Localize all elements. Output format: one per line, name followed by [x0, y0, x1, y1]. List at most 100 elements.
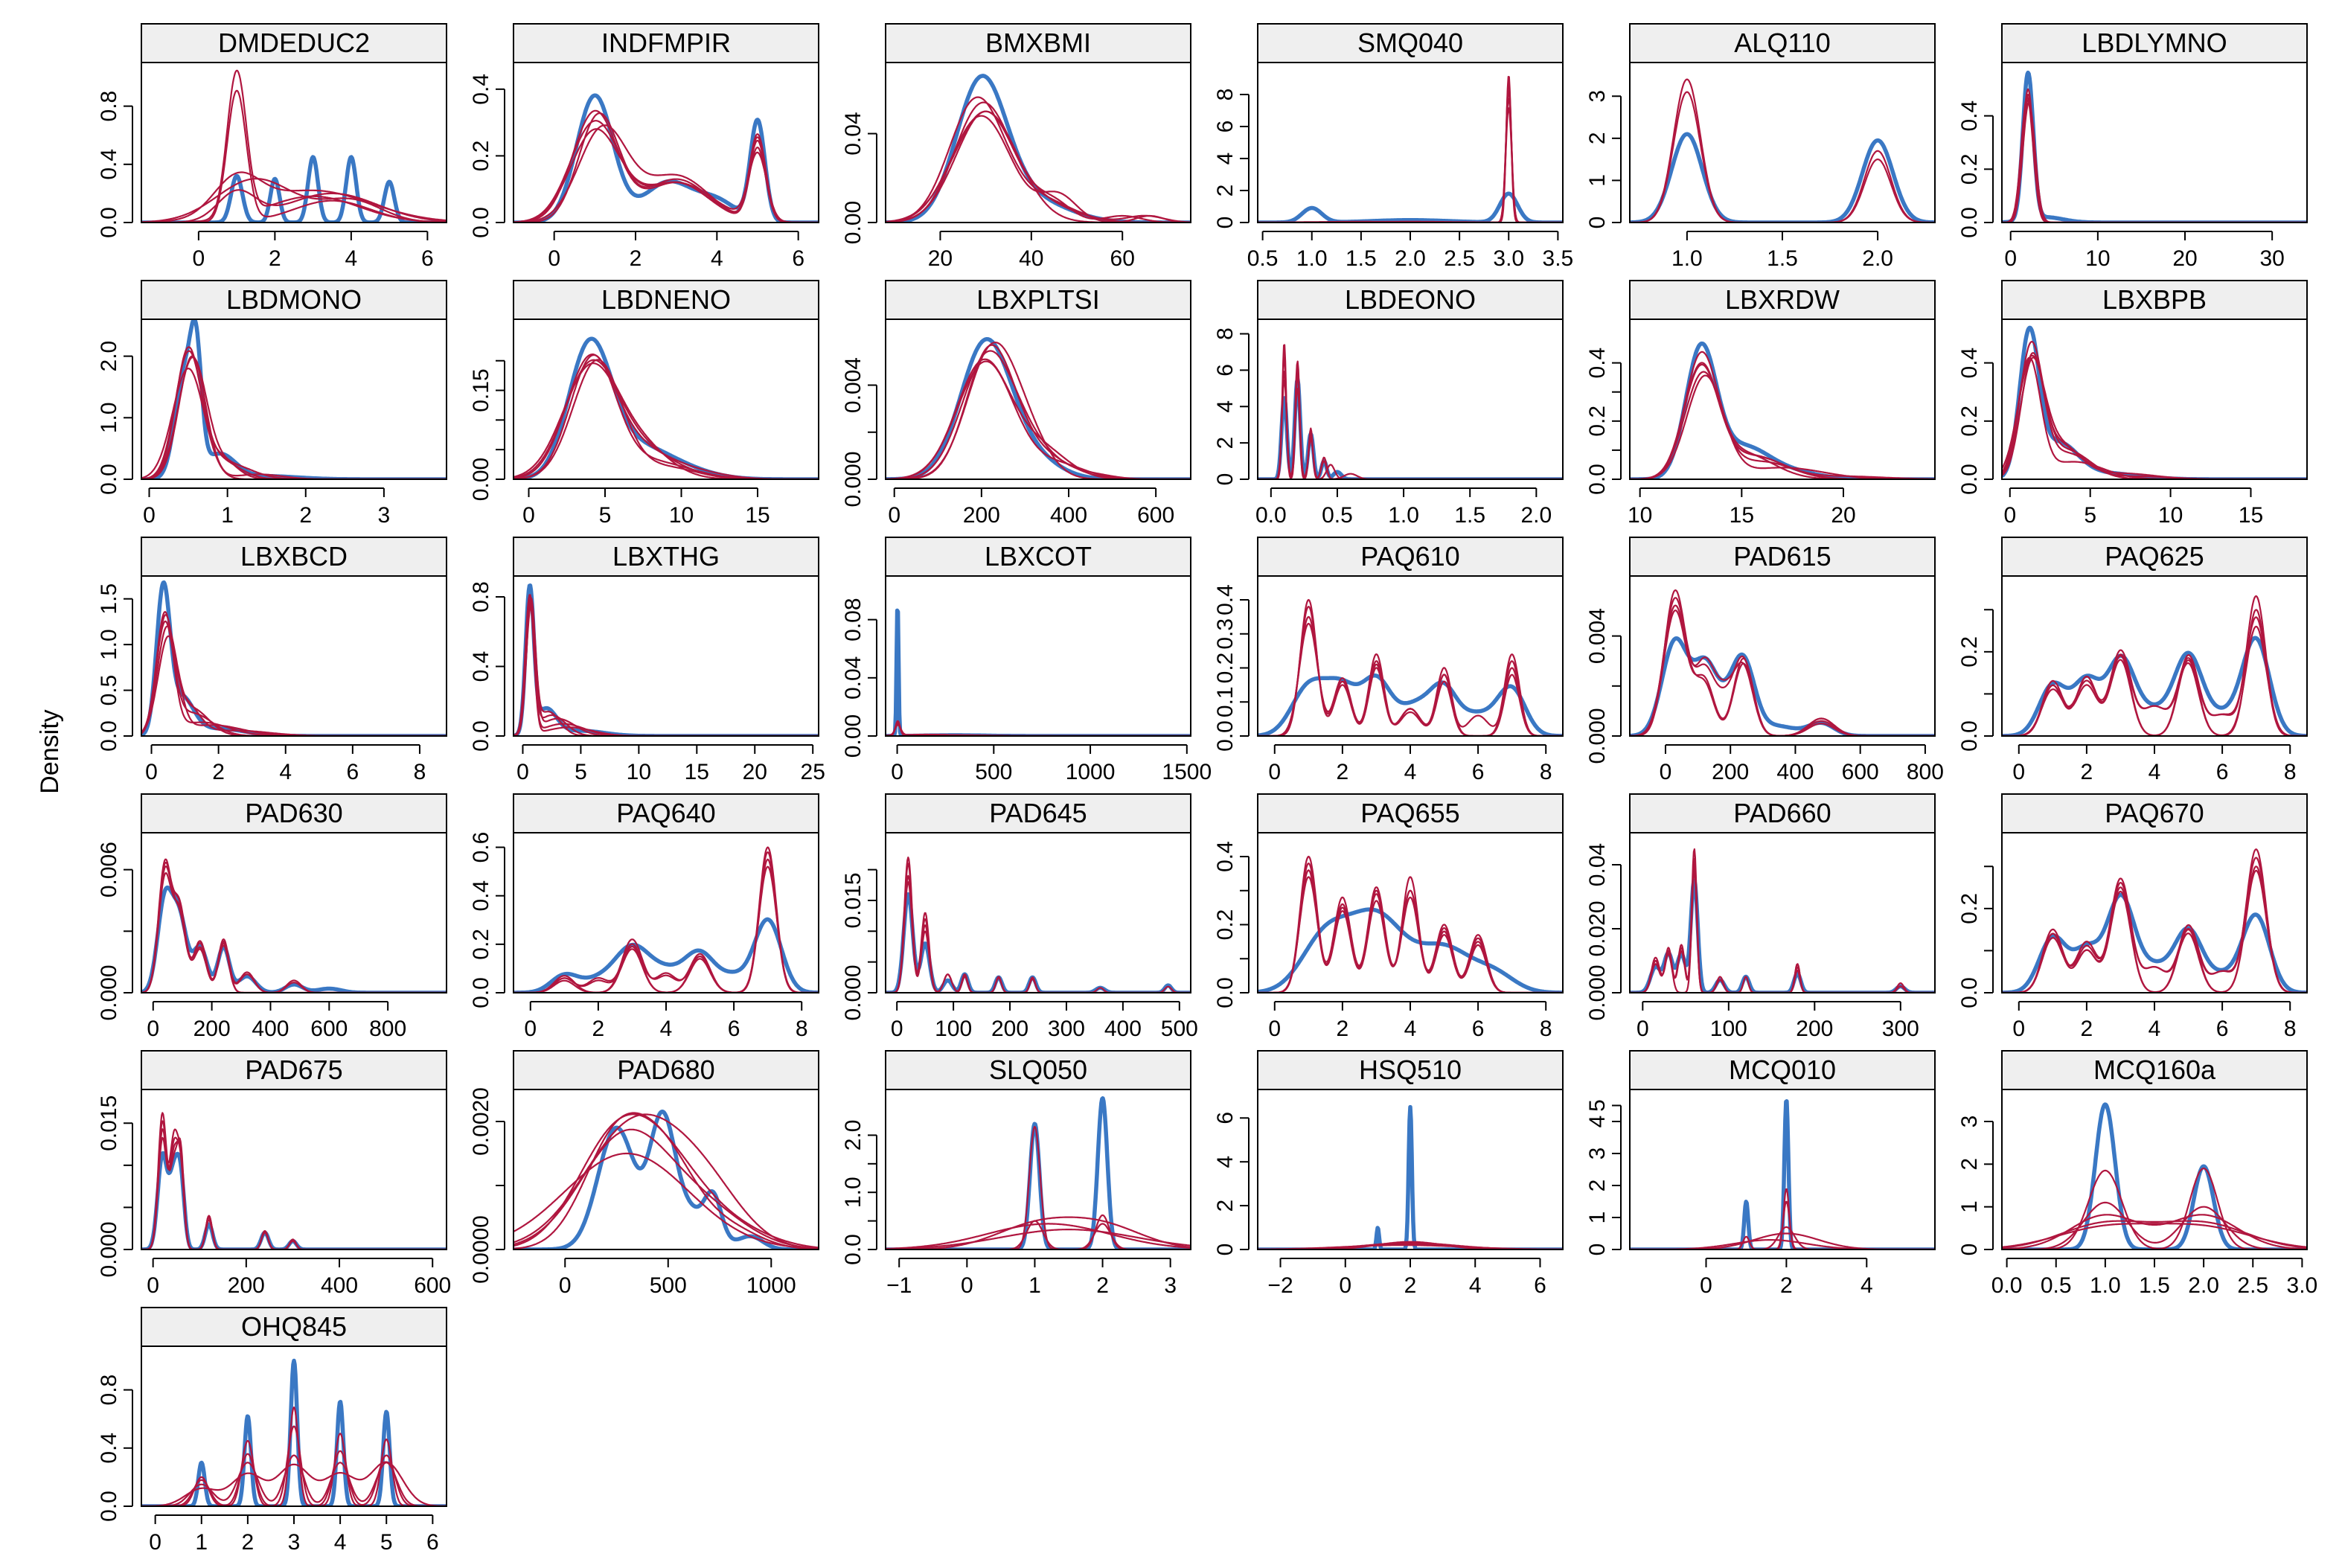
y-axis: 0.000 0.004 — [841, 357, 877, 508]
x-tick-label: 2.0 — [1862, 246, 1893, 271]
x-tick-label: 40 — [1019, 246, 1043, 271]
y-axis: 0.0 0.4 0.8 — [469, 581, 505, 752]
panel-title: SLQ050 — [989, 1055, 1087, 1085]
density-curves — [142, 1112, 446, 1249]
panel-indfmpir: INDFMPIR 0 2 4 6 0.0 0.2 0.4 — [469, 23, 819, 271]
y-tick-label: 0.00 — [841, 714, 866, 758]
x-tick-label: 2.0 — [1395, 246, 1426, 271]
panel-frame — [1629, 319, 1936, 480]
density-curves — [1258, 1104, 1562, 1249]
observed-density-line — [886, 608, 1190, 735]
y-axis: 0.0 1.0 2.0 — [97, 341, 133, 495]
x-tick-label: 0.0 — [1991, 1273, 2023, 1298]
y-axis: 0.000 0.015 — [97, 1095, 133, 1278]
x-tick-label: 0 — [147, 1017, 159, 1041]
y-tick-label: 1.5 — [97, 583, 121, 615]
x-tick-label: 200 — [991, 1017, 1028, 1041]
x-tick-label: 1.0 — [1296, 246, 1328, 271]
x-tick-label: 15 — [1730, 503, 1754, 528]
imputed-density-line-4 — [1258, 869, 1562, 992]
panel-title: LBXRDW — [1725, 284, 1840, 315]
density-curves — [514, 1109, 818, 1249]
x-axis: 0 10 20 30 — [2004, 231, 2285, 271]
panel-strip — [2001, 1050, 2308, 1090]
y-tick-label: 0.4 — [97, 1433, 121, 1464]
y-tick-label: 0.0 — [1957, 207, 1982, 238]
x-axis: 0 2 4 6 8 — [1268, 744, 1552, 784]
x-tick-label: 4 — [1404, 760, 1417, 784]
density-curves — [1631, 848, 1934, 992]
panel-paq670: PAQ670 0 2 4 6 8 0.0 0.2 — [1957, 793, 2308, 1041]
panel-smq040: SMQ040 0.5 1.0 1.5 2.0 2.5 3.0 3.5 0 2 4 6 8 — [1213, 23, 1573, 271]
y-tick-label: 0.4 — [469, 651, 493, 682]
imputed-density-line-2 — [514, 858, 818, 992]
x-tick-label: 200 — [1712, 760, 1749, 784]
panel-title: LBXPLTSI — [976, 284, 1099, 315]
x-tick-label: 6 — [421, 246, 434, 271]
x-tick-label: 100 — [1710, 1017, 1747, 1041]
panel-strip — [885, 23, 1191, 63]
x-tick-label: 4 — [334, 1530, 347, 1555]
x-tick-label: 5 — [575, 760, 587, 784]
y-axis: 0 2 4 6 8 — [1213, 89, 1250, 228]
panel-strip — [513, 793, 819, 833]
y-axis: 0.0 0.5 1.0 1.5 — [97, 583, 133, 752]
panel-title: LBXTHG — [612, 541, 720, 572]
y-tick-label: 0.2 — [1957, 893, 1982, 924]
y-tick-label: 0.4 — [97, 149, 121, 180]
x-tick-label: 400 — [1050, 503, 1087, 528]
imputed-density-line-4 — [886, 342, 1190, 479]
panel-frame — [885, 832, 1191, 993]
y-tick-label: 5 — [1585, 1099, 1610, 1112]
density-curves — [514, 93, 818, 222]
y-tick-label: 0.2 — [469, 929, 493, 960]
imputed-density-line-5 — [886, 360, 1190, 479]
y-tick-label: 1 — [1585, 174, 1610, 187]
imputed-density-line-4 — [1631, 604, 1934, 735]
x-axis: 1.0 1.5 2.0 — [1671, 231, 1893, 271]
y-tick-label: 0.3 — [1213, 618, 1238, 650]
y-tick-label: 4 — [1213, 153, 1238, 165]
y-tick-label: 0 — [1585, 1244, 1610, 1256]
y-axis: 0 1 2 3 — [1585, 90, 1622, 228]
x-tick-label: 1000 — [746, 1273, 796, 1298]
y-tick-label: 0.0 — [469, 720, 493, 752]
panel-lbxbcd: LBXBCD 0 2 4 6 8 0.0 0.5 1.0 1.5 — [97, 537, 447, 784]
imputed-density-line-5 — [142, 178, 446, 222]
x-tick-label: 5 — [2084, 503, 2096, 528]
y-axis: 0.00 0.04 0.08 — [841, 598, 877, 758]
x-tick-label: 200 — [1796, 1017, 1833, 1041]
imputed-density-line-4 — [886, 881, 1190, 992]
y-tick-label: 1 — [1585, 1212, 1610, 1224]
x-tick-label: 6 — [1472, 760, 1485, 784]
imputed-density-line-3 — [142, 1112, 446, 1249]
x-tick-label: 4 — [711, 246, 723, 271]
panel-strip — [141, 1307, 447, 1347]
imputed-density-line-1 — [514, 1128, 818, 1249]
x-tick-label: 3.0 — [2287, 1273, 2318, 1298]
x-tick-label: 0 — [548, 246, 560, 271]
observed-density-line — [514, 336, 818, 479]
x-tick-label: 1 — [195, 1530, 208, 1555]
y-tick-label: 0.04 — [1585, 843, 1610, 886]
y-axis: 0.0 0.2 0.4 — [1957, 100, 1994, 238]
x-tick-label: 200 — [228, 1273, 265, 1298]
y-tick-label: 0.2 — [1213, 653, 1238, 684]
density-curves — [1258, 598, 1562, 735]
imputed-density-line-1 — [514, 353, 818, 479]
panel-strip — [141, 23, 447, 63]
observed-density-line — [886, 1096, 1190, 1249]
panel-strip — [2001, 537, 2308, 577]
density-curves — [514, 336, 818, 479]
panel-alq110: ALQ110 1.0 1.5 2.0 0 1 2 3 — [1585, 23, 1936, 271]
panel-paq625: PAQ625 0 2 4 6 8 0.0 0.2 — [1957, 537, 2308, 784]
imputed-density-line-4 — [514, 597, 818, 735]
imputed-density-line-1 — [2003, 595, 2306, 735]
panel-strip — [1629, 280, 1936, 320]
imputed-density-line-1 — [142, 1407, 446, 1505]
imputed-density-line-2 — [142, 625, 446, 735]
imputed-density-line-4 — [142, 189, 446, 222]
x-tick-label: 0 — [2003, 503, 2016, 528]
panel-title: MCQ010 — [1729, 1055, 1836, 1085]
x-axis: 0 2 4 6 — [548, 231, 804, 271]
